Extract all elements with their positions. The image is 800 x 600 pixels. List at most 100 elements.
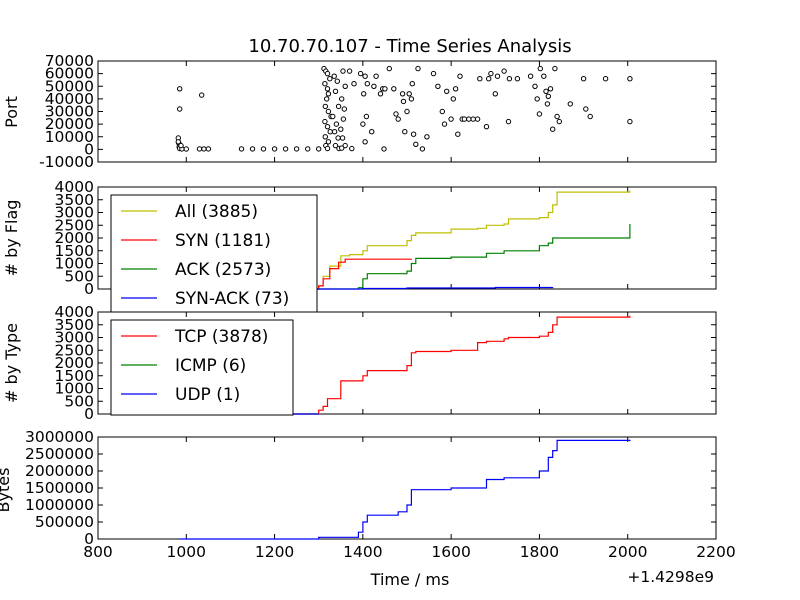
port-axis-label: Port — [2, 96, 21, 128]
bytes-plot-area — [97, 436, 717, 540]
bytes-panel: 0500000100000015000002000000250000030000… — [0, 428, 736, 589]
scatter-point — [537, 65, 543, 72]
scatter-point — [382, 86, 388, 92]
series-line — [179, 286, 554, 290]
y-tick-label: 500000 — [35, 513, 94, 531]
scatter-point — [335, 103, 342, 110]
y-tick-label: 3000 — [55, 204, 94, 222]
scatter-point — [201, 146, 207, 152]
scatter-point — [177, 86, 183, 92]
scatter-point — [260, 146, 267, 152]
scatter-point — [494, 73, 501, 79]
x-tick-label: 1200 — [255, 543, 294, 561]
x-tick-label: 1800 — [520, 543, 559, 561]
scatter-point — [452, 86, 459, 92]
scatter-point — [249, 146, 256, 152]
series-line — [179, 439, 631, 540]
y-tick-label: 1000 — [55, 380, 94, 398]
scatter-point — [409, 81, 415, 87]
scatter-point — [450, 96, 456, 102]
y-tick-label: 70000 — [45, 52, 94, 70]
y-tick-label: 1000000 — [25, 496, 94, 514]
scatter-point — [178, 142, 184, 149]
y-tick-label: 1500000 — [25, 479, 94, 497]
scatter-point — [541, 73, 547, 79]
y-tick-label: 1500 — [55, 367, 94, 385]
y-tick-label: 2500 — [55, 341, 94, 359]
scatter-point — [322, 81, 328, 87]
y-tick-label: 0 — [84, 530, 94, 548]
scatter-point — [357, 70, 364, 77]
scatter-point — [583, 106, 589, 112]
port-scatter-panel: -100000100002000030000400005000060000700… — [2, 52, 717, 171]
scatter-point — [327, 76, 333, 82]
scatter-point — [238, 146, 245, 152]
x-tick-label: 2000 — [608, 543, 647, 561]
scatter-point — [340, 116, 347, 122]
scatter-point — [413, 141, 419, 148]
scatter-point — [364, 81, 370, 87]
y-tick-label: 1500 — [55, 242, 94, 260]
scatter-point — [424, 134, 430, 140]
y-tick-label: -10000 — [39, 153, 94, 171]
scatter-point — [331, 129, 338, 135]
scatter-point — [340, 68, 346, 74]
scatter-point — [369, 129, 375, 135]
scatter-point — [501, 68, 507, 74]
scatter-point — [175, 139, 182, 145]
scatter-point — [325, 91, 332, 97]
time-axis-label: Time / ms — [370, 570, 450, 589]
bytes-axis-label: Bytes — [0, 468, 13, 513]
scatter-point — [419, 146, 426, 152]
y-tick-label: 2000 — [55, 229, 94, 247]
y-tick-label: 50000 — [45, 77, 94, 95]
legend-entry: ICMP (6) — [175, 356, 246, 376]
scatter-point — [183, 146, 190, 152]
scatter-point — [483, 124, 490, 130]
series-line — [179, 258, 412, 290]
y-tick-label: 2500000 — [25, 445, 94, 463]
flag-legend: All (3885) SYN (1181) ACK (2573) SYN-ACK (7… — [110, 194, 318, 320]
scatter-point — [177, 106, 183, 112]
y-tick-label: 3000000 — [25, 428, 94, 446]
scatter-point — [324, 145, 331, 152]
scatter-point — [393, 111, 399, 117]
scatter-point — [534, 96, 540, 102]
scatter-point — [339, 145, 345, 151]
type-legend: TCP (3878) ICMP (6) UDP (1) — [110, 319, 294, 416]
scatter-point — [406, 91, 412, 97]
x-tick-label: 1000 — [167, 543, 206, 561]
scatter-point — [205, 146, 212, 152]
scatter-point — [342, 142, 348, 149]
scatter-point — [461, 116, 468, 122]
y-tick-label: 40000 — [45, 90, 94, 108]
x-tick-label: 800 — [83, 543, 113, 561]
scatter-point — [333, 121, 340, 127]
y-tick-label: 500 — [64, 392, 94, 410]
scatter-point — [545, 93, 551, 100]
legend-entry: SYN-ACK (73) — [175, 289, 289, 309]
scatter-point — [322, 118, 328, 125]
scatter-point — [543, 88, 549, 95]
y-tick-label: 60000 — [45, 65, 94, 83]
y-tick-label: 3000 — [55, 329, 94, 347]
scatter-point — [439, 108, 445, 115]
scatter-point — [305, 146, 311, 152]
scatter-point — [339, 135, 346, 141]
scatter-point — [363, 113, 370, 120]
scatter-point — [316, 146, 322, 152]
scatter-point — [448, 116, 454, 122]
y-tick-label: 1000 — [55, 255, 94, 273]
scatter-point — [536, 111, 543, 117]
y-tick-label: 0 — [84, 405, 94, 423]
scatter-point — [360, 121, 366, 127]
scatter-point — [430, 70, 437, 77]
scatter-point — [474, 116, 481, 122]
scatter-point — [408, 96, 415, 102]
y-tick-label: 2000 — [55, 354, 94, 372]
scatter-point — [377, 91, 384, 97]
series-line — [179, 190, 631, 290]
scatter-point — [457, 73, 463, 79]
scatter-point — [627, 118, 633, 125]
scatter-point — [362, 73, 368, 79]
